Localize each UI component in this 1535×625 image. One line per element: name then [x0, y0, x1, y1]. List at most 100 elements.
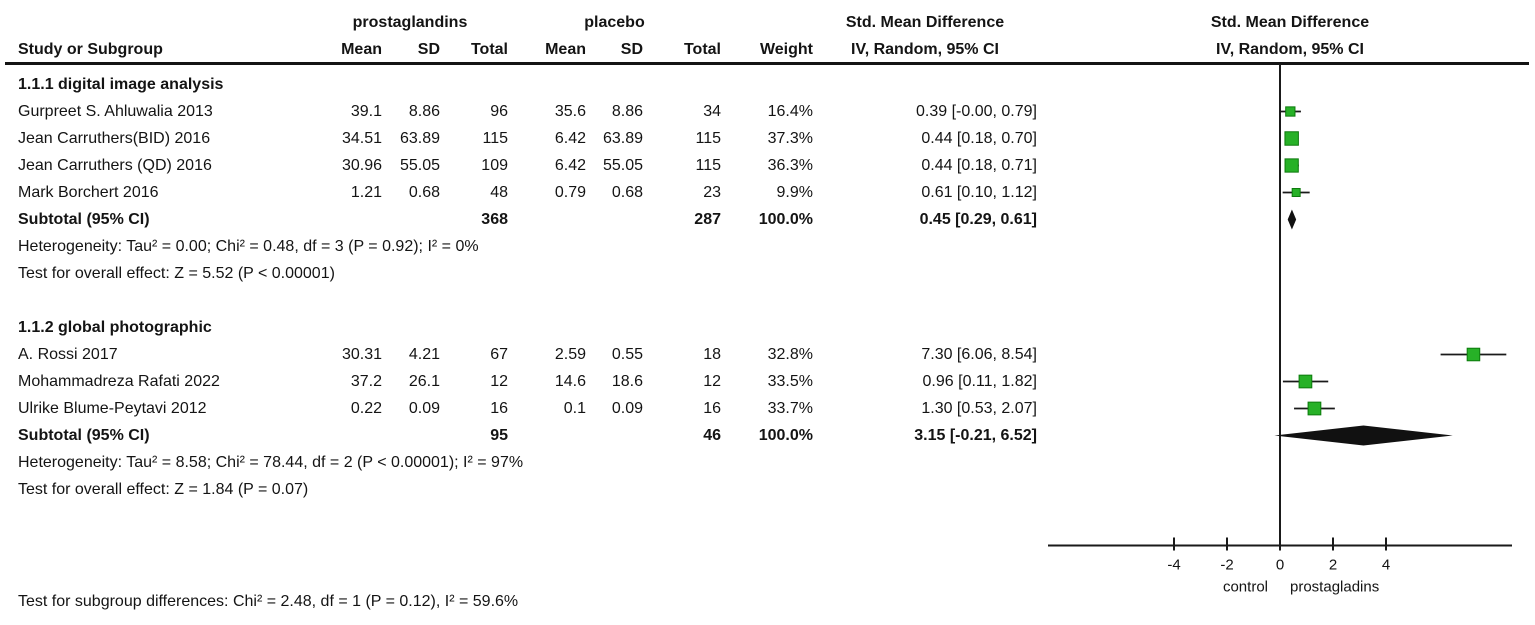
cell-sd2: 8.86: [611, 103, 643, 120]
cell-weight: 36.3%: [767, 157, 813, 174]
cell-mean2: 6.42: [554, 157, 586, 174]
cell-sd2: 0.09: [611, 400, 643, 417]
header-divider: [5, 62, 1529, 65]
cell-mean1: 30.31: [341, 346, 382, 363]
cell-mean1: 0.22: [350, 400, 382, 417]
cell-study: Jean Carruthers(BID) 2016: [18, 130, 211, 147]
cell-mean1: 30.96: [341, 157, 382, 174]
cell-sd2: 0.55: [611, 346, 643, 363]
cell-ci: 0.44 [0.18, 0.70]: [921, 130, 1037, 147]
tick-label: 4: [1382, 557, 1390, 574]
col-header-weight: Weight: [759, 41, 813, 58]
cell-total2: 23: [703, 184, 721, 201]
cell-total1: 16: [490, 400, 508, 417]
plot-column-header: Std. Mean Difference IV, Random, 95% CI: [1085, 9, 1495, 63]
effect-square: [1291, 188, 1301, 197]
axis-label-control: control: [1223, 579, 1268, 596]
cell-mean2: 35.6: [554, 103, 586, 120]
cell-weight: 37.3%: [767, 130, 813, 147]
cell-total1: 95: [490, 427, 508, 444]
cell-weight: 16.4%: [767, 103, 813, 120]
plot-header-line2: IV, Random, 95% CI: [1216, 41, 1364, 58]
cell-mean1: 39.1: [350, 103, 382, 120]
cell-study: Mohammadreza Rafati 2022: [18, 373, 220, 390]
cell-study: Jean Carruthers (QD) 2016: [18, 157, 212, 174]
cell-total2: 287: [694, 211, 721, 228]
cell-mean2: 14.6: [554, 373, 586, 390]
effect-square: [1307, 401, 1322, 416]
cell-total2: 115: [695, 157, 721, 174]
cell-ci: 0.45 [0.29, 0.61]: [919, 211, 1037, 228]
cell-mean2: 0.1: [563, 400, 586, 417]
cell-study: Mark Borchert 2016: [18, 184, 159, 201]
section-title-row: 1.1.1 digital image analysis: [18, 76, 224, 93]
tick-label: 0: [1276, 557, 1284, 574]
cell-total1: 368: [481, 211, 508, 228]
tick-label: 2: [1329, 557, 1337, 574]
cell-total1: 12: [490, 373, 508, 390]
table-header-group-row: prostaglandins placebo Std. Mean Differe…: [0, 9, 1037, 36]
group-header-prostaglandins: prostaglandins: [352, 14, 468, 31]
effect-square: [1284, 131, 1299, 146]
subtotal-diamond: [1287, 209, 1297, 230]
smd-header-line1: Std. Mean Difference: [845, 14, 1005, 31]
group-header-placebo: placebo: [584, 14, 645, 31]
effect-square: [1298, 374, 1313, 389]
cell-sd2: 55.05: [602, 157, 643, 174]
cell-sd1: 55.05: [399, 157, 440, 174]
study-row: Jean Carruthers (QD) 2016 30.96 55.05 109 6.…: [0, 152, 1037, 179]
cell-mean2: 0.79: [554, 184, 586, 201]
cell-total1: 96: [490, 103, 508, 120]
cell-total2: 18: [703, 346, 721, 363]
overall-effect-row: Test for overall effect: Z = 1.84 (P = 0…: [18, 481, 309, 498]
cell-ci: 7.30 [6.06, 8.54]: [921, 346, 1037, 363]
effect-square: [1284, 158, 1299, 173]
cell-weight: 100.0%: [758, 427, 813, 444]
col-header-study: Study or Subgroup: [18, 41, 163, 58]
cell-sd2: 18.6: [611, 373, 643, 390]
col-header-mean-2: Mean: [545, 41, 586, 58]
cell-total1: 48: [490, 184, 508, 201]
cell-ci: 3.15 [-0.21, 6.52]: [914, 427, 1037, 444]
cell-total1: 109: [481, 157, 508, 174]
cell-sd2: 63.89: [602, 130, 643, 147]
effect-square: [1285, 106, 1296, 117]
cell-mean1: 37.2: [350, 373, 382, 390]
subtotal-row: Subtotal (95% CI) 368 287 100.0% 0.45 [0.29,…: [0, 206, 1037, 233]
cell-study: Subtotal (95% CI): [18, 211, 150, 228]
tick-label: -2: [1220, 557, 1233, 574]
cell-ci: 0.61 [0.10, 1.12]: [921, 184, 1037, 201]
cell-sd1: 0.09: [408, 400, 440, 417]
effect-square: [1466, 347, 1481, 362]
col-header-sd-1: SD: [417, 41, 440, 58]
cell-ci: 1.30 [0.53, 2.07]: [921, 400, 1037, 417]
cell-weight: 9.9%: [776, 184, 813, 201]
cell-mean2: 2.59: [554, 346, 586, 363]
cell-ci: 0.44 [0.18, 0.71]: [921, 157, 1037, 174]
smd-header-line2: IV, Random, 95% CI: [851, 41, 999, 58]
cell-study: Ulrike Blume-Peytavi 2012: [18, 400, 207, 417]
study-row: Ulrike Blume-Peytavi 2012 0.22 0.09 16 0.1 0.…: [0, 395, 1037, 422]
overall-effect-row: Test for overall effect: Z = 5.52 (P < 0…: [18, 265, 335, 282]
cell-weight: 100.0%: [758, 211, 813, 228]
cell-weight: 33.7%: [767, 400, 813, 417]
study-table-body: 1.1.1 digital image analysis Gurpreet S. …: [0, 71, 1037, 530]
cell-total1: 67: [490, 346, 508, 363]
cell-total2: 46: [703, 427, 721, 444]
cell-sd1: 0.68: [408, 184, 440, 201]
cell-sd1: 63.89: [399, 130, 440, 147]
col-header-total-1: Total: [470, 41, 508, 58]
axis-label-prostagladins: prostagladins: [1290, 579, 1379, 596]
cell-mean1: 34.51: [341, 130, 382, 147]
col-header-sd-2: SD: [620, 41, 643, 58]
col-header-total-2: Total: [683, 41, 721, 58]
cell-sd2: 0.68: [611, 184, 643, 201]
cell-weight: 33.5%: [767, 373, 813, 390]
table-header: prostaglandins placebo Std. Mean Differe…: [0, 9, 1037, 63]
cell-ci: 0.39 [-0.00, 0.79]: [916, 103, 1037, 120]
cell-sd1: 8.86: [408, 103, 440, 120]
subtotal-diamond: [1274, 425, 1453, 446]
cell-study: Subtotal (95% CI): [18, 427, 150, 444]
cell-sd1: 4.21: [408, 346, 440, 363]
